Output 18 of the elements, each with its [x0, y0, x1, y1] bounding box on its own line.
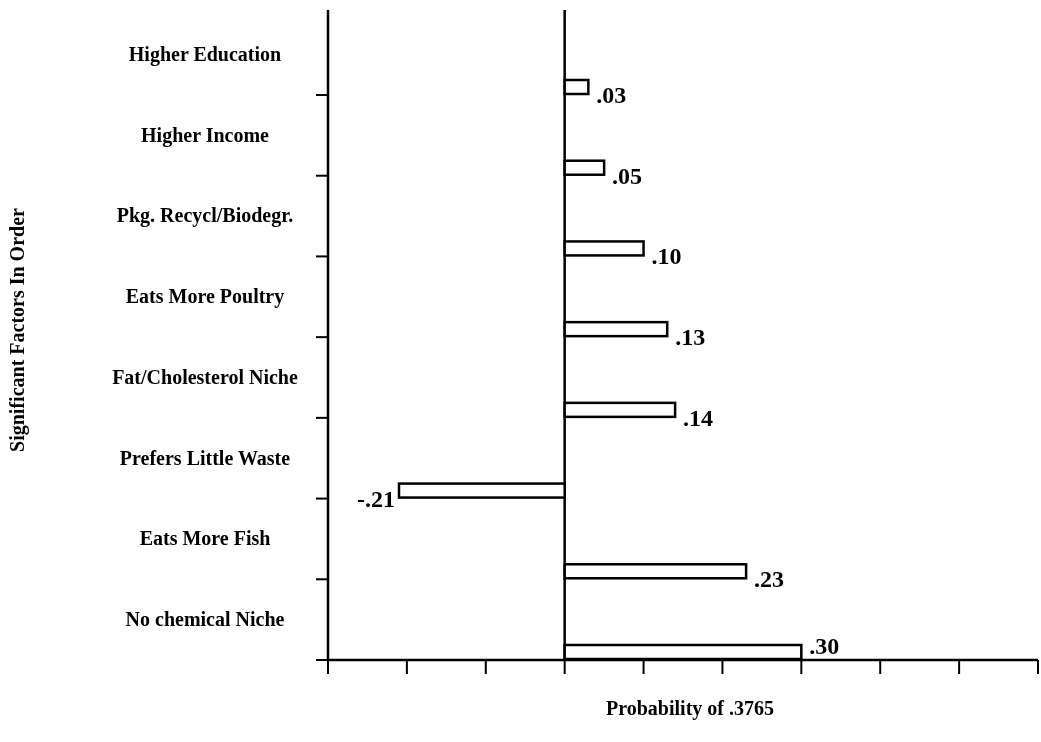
y-axis-title: Significant Factors In Order [6, 207, 29, 452]
y-tick-label: Fat/Cholesterol Niche [112, 365, 298, 388]
data-label: -.21 [357, 485, 395, 512]
y-tick-label: Prefers Little Waste [119, 446, 291, 469]
x-axis-title: Probability of .3765 [606, 697, 774, 720]
y-tick-label: Higher Education [128, 43, 282, 66]
y-tick-label: No chemical Niche [125, 608, 285, 630]
data-label: .14 [683, 404, 714, 431]
data-label: .23 [754, 566, 785, 593]
data-label: .13 [675, 324, 706, 351]
y-tick-label: Pkg. Recycl/Biodegr. [116, 204, 294, 228]
y-tick-label: Eats More Fish [139, 527, 271, 550]
data-label: .10 [651, 243, 682, 270]
data-label: .05 [612, 162, 643, 189]
data-label: .03 [596, 82, 627, 108]
y-tick-label: Eats More Poultry [125, 285, 285, 309]
data-label: .30 [809, 633, 840, 659]
y-tick-label: Higher Income [141, 123, 270, 147]
